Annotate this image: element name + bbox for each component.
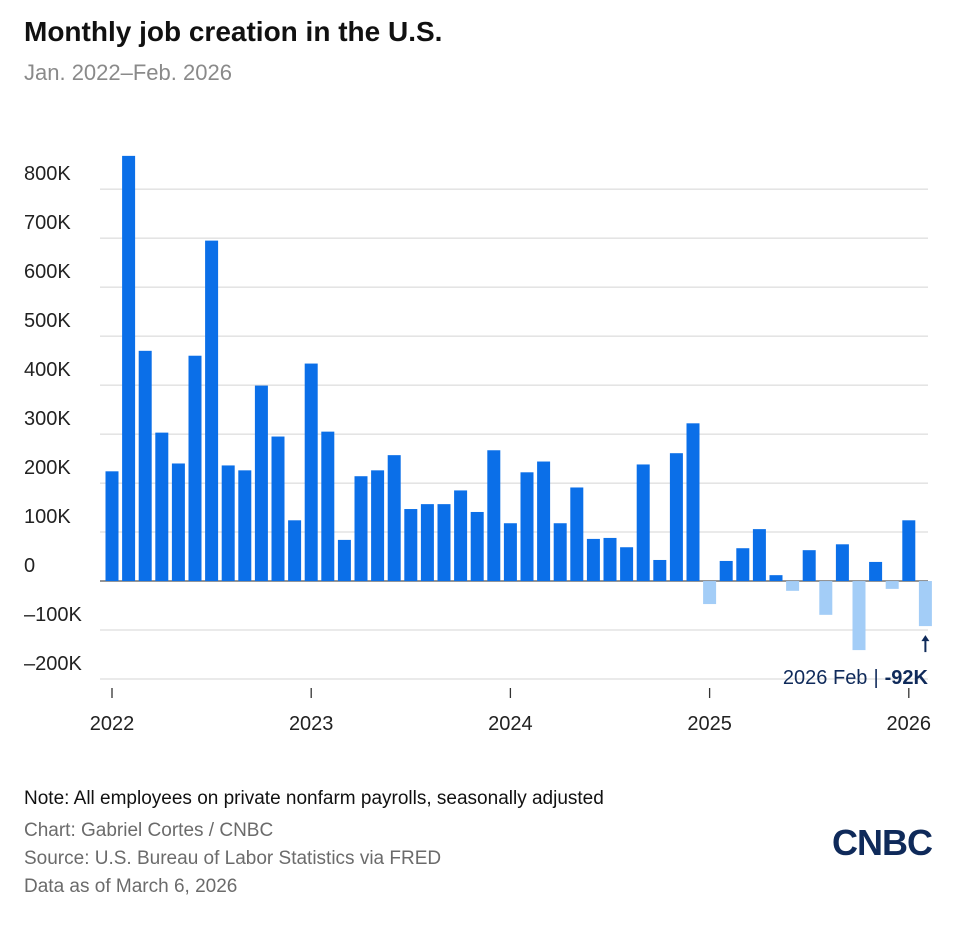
bar xyxy=(620,547,634,582)
bar xyxy=(869,561,883,582)
bar xyxy=(802,550,816,582)
bar xyxy=(902,520,916,582)
x-tick-label: 2026 xyxy=(887,713,932,735)
bar xyxy=(105,471,119,582)
annotation: 2026 Feb | -92K xyxy=(783,667,929,689)
y-tick-label: 0 xyxy=(24,555,35,577)
logo: CNBC xyxy=(832,822,933,863)
bar xyxy=(437,504,451,582)
bar xyxy=(686,423,700,582)
data-date: Data as of March 6, 2026 xyxy=(24,876,237,897)
x-tick-label: 2023 xyxy=(289,713,334,735)
bar xyxy=(852,581,866,651)
bar xyxy=(885,581,899,589)
y-tick-label: 200K xyxy=(24,457,71,479)
bar xyxy=(188,355,202,582)
y-tick-label: 800K xyxy=(24,163,71,185)
bar xyxy=(570,487,584,582)
bar xyxy=(254,385,268,582)
bar xyxy=(155,432,169,582)
annotation-arrowhead xyxy=(921,635,930,642)
y-tick-label: 400K xyxy=(24,359,71,381)
bar xyxy=(653,559,667,582)
annotation-separator: | xyxy=(873,667,878,689)
bar xyxy=(271,436,285,582)
bar xyxy=(786,581,800,591)
bar xyxy=(636,464,650,582)
bar xyxy=(238,470,252,582)
bar xyxy=(537,461,551,582)
bar xyxy=(288,520,302,582)
bar xyxy=(769,575,783,582)
annotation-value: -92K xyxy=(885,667,929,689)
bar xyxy=(337,539,351,582)
bar xyxy=(603,537,617,582)
bar xyxy=(918,581,932,627)
x-tick-label: 2024 xyxy=(488,713,533,735)
chart-subtitle: Jan. 2022–Feb. 2026 xyxy=(24,60,232,85)
credit: Chart: Gabriel Cortes / CNBC xyxy=(24,820,273,841)
bar xyxy=(354,476,368,582)
y-tick-label: 300K xyxy=(24,408,71,430)
bar xyxy=(205,240,219,582)
bar xyxy=(736,548,750,582)
bar xyxy=(487,450,501,582)
bar xyxy=(470,511,484,582)
bar xyxy=(404,509,418,582)
bar xyxy=(503,523,517,582)
bar xyxy=(371,470,385,582)
bar xyxy=(520,472,534,582)
y-tick-label: 600K xyxy=(24,261,71,283)
bar xyxy=(719,560,733,582)
source: Source: U.S. Bureau of Labor Statistics … xyxy=(24,848,441,869)
bar xyxy=(669,453,683,582)
y-tick-label: –100K xyxy=(24,604,82,626)
bar xyxy=(304,363,318,582)
note: Note: All employees on private nonfarm p… xyxy=(24,788,604,809)
bar xyxy=(752,529,766,582)
y-tick-label: 100K xyxy=(24,506,71,528)
bar xyxy=(819,581,833,615)
bar xyxy=(553,523,567,582)
bar xyxy=(420,504,434,582)
chart-title: Monthly job creation in the U.S. xyxy=(24,16,442,47)
y-tick-label: 500K xyxy=(24,310,71,332)
bar xyxy=(703,581,717,605)
bar xyxy=(122,155,136,582)
bar xyxy=(138,350,152,582)
y-tick-label: 700K xyxy=(24,212,71,234)
bar xyxy=(221,465,235,582)
bar xyxy=(835,544,849,582)
bar xyxy=(321,431,335,582)
x-tick-label: 2022 xyxy=(90,713,135,735)
bar xyxy=(387,455,401,582)
x-tick-label: 2025 xyxy=(687,713,732,735)
bar xyxy=(171,463,185,582)
annotation-category: 2026 Feb xyxy=(783,667,868,689)
bar xyxy=(454,490,468,582)
bar xyxy=(586,538,600,582)
y-tick-label: –200K xyxy=(24,653,82,675)
